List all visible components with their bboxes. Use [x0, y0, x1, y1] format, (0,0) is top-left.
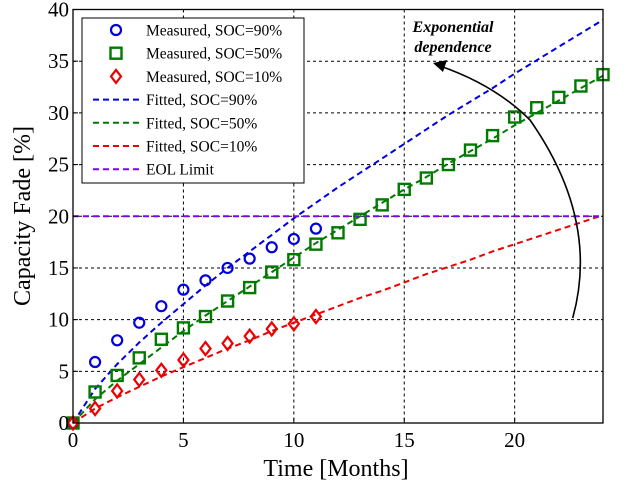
- data-point: [88, 400, 102, 417]
- data-point: [507, 110, 522, 124]
- data-point: [177, 351, 190, 369]
- data-point: [552, 90, 566, 105]
- data-point: [265, 320, 279, 338]
- data-point: [331, 226, 345, 240]
- data-point: [111, 334, 124, 347]
- data-point: [287, 315, 301, 333]
- data-point: [221, 335, 234, 352]
- y-tick-label: 15: [48, 256, 69, 280]
- legend-label: EOL Limit: [146, 162, 215, 179]
- data-point: [199, 274, 212, 287]
- data-point: [198, 309, 213, 324]
- y-axis-title: Capacity Fade [%]: [10, 126, 36, 306]
- data-point: [309, 237, 323, 251]
- legend-label: Fitted, SOC=90%: [146, 92, 257, 109]
- legend-item: Fitted, SOC=10%: [93, 139, 257, 156]
- data-point: [176, 321, 191, 335]
- series-layer: [66, 18, 610, 432]
- data-point: [353, 212, 367, 227]
- x-tick-label: 15: [394, 428, 415, 452]
- y-tick-label: 25: [48, 153, 69, 177]
- data-point: [419, 171, 434, 185]
- series-fitted-soc-10-: [72, 214, 604, 424]
- legend-label: Measured, SOC=90%: [146, 23, 282, 40]
- annotation-arrow-curve: [439, 65, 582, 319]
- x-tick-label: 0: [68, 428, 79, 452]
- legend-item: Measured, SOC=90%: [109, 23, 282, 40]
- series-fitted-soc-90-: [72, 18, 604, 424]
- x-tick-label: 5: [178, 428, 189, 452]
- legend-label: Measured, SOC=10%: [146, 69, 282, 86]
- y-tick-label: 0: [59, 411, 70, 435]
- data-point: [309, 222, 323, 235]
- legend-label: Measured, SOC=50%: [146, 46, 282, 63]
- data-point: [110, 368, 124, 383]
- annotation: Exponential dependence: [412, 19, 582, 319]
- data-point: [243, 327, 257, 345]
- y-tick-label: 5: [59, 359, 70, 383]
- annotation-arrowhead-icon: [433, 60, 447, 72]
- legend-item: Fitted, SOC=50%: [93, 115, 257, 132]
- data-point: [132, 371, 146, 388]
- data-point: [154, 332, 169, 346]
- x-tick-label: 20: [504, 428, 525, 452]
- legend-marker-square-icon: [109, 46, 123, 60]
- legend-marker-circle-icon: [109, 23, 123, 37]
- series-measured-soc-90-: [66, 222, 323, 430]
- y-tick-label: 10: [48, 308, 69, 332]
- fit-line: [72, 18, 604, 424]
- series-measured-soc-10-: [66, 308, 323, 432]
- data-point: [574, 79, 588, 93]
- data-point: [375, 198, 389, 212]
- tick-layer: 0 5 10 15 20 0 5 10 15 20 25 30 35 40: [48, 0, 525, 452]
- data-point: [110, 382, 124, 400]
- fit-line: [72, 214, 604, 424]
- legend-item: Measured, SOC=50%: [109, 46, 282, 63]
- data-point: [88, 355, 102, 369]
- data-point: [154, 361, 168, 379]
- data-point: [265, 265, 279, 279]
- data-point: [287, 232, 300, 246]
- annotation-line-1: Exponential: [412, 19, 494, 36]
- data-point: [397, 182, 411, 197]
- data-point: [287, 252, 301, 267]
- y-tick-label: 40: [48, 0, 69, 22]
- x-tick-label: 10: [283, 428, 304, 452]
- data-point: [88, 385, 102, 399]
- legend: Measured, SOC=90% Measured, SOC=50% Measur…: [81, 17, 305, 184]
- data-point: [243, 252, 256, 265]
- legend-label: Fitted, SOC=50%: [146, 115, 257, 132]
- data-point: [220, 294, 235, 308]
- fit-line: [72, 74, 604, 424]
- data-point: [242, 280, 257, 295]
- legend-item: Measured, SOC=10%: [109, 68, 282, 86]
- data-point: [441, 157, 456, 172]
- legend-label: Fitted, SOC=10%: [146, 139, 257, 156]
- x-axis-title: Time [Months]: [263, 456, 408, 482]
- data-point: [530, 101, 544, 115]
- data-point: [463, 143, 478, 157]
- data-point: [155, 300, 168, 313]
- y-tick-label: 30: [48, 101, 69, 125]
- y-tick-label: 35: [48, 49, 69, 73]
- data-point: [66, 414, 80, 432]
- legend-marker-diamond-icon: [109, 68, 123, 85]
- data-point: [221, 261, 234, 275]
- data-point: [132, 351, 146, 365]
- y-tick-label: 20: [48, 204, 69, 228]
- legend-item: Fitted, SOC=90%: [93, 92, 257, 109]
- data-point: [265, 241, 278, 254]
- data-point: [177, 283, 190, 296]
- legend-item: EOL Limit: [93, 162, 215, 179]
- data-point: [309, 308, 323, 325]
- series-fitted-soc-50-: [72, 74, 604, 424]
- data-point: [133, 316, 146, 329]
- data-point: [199, 340, 212, 357]
- annotation-line-2: dependence: [414, 39, 491, 56]
- data-point: [485, 128, 500, 143]
